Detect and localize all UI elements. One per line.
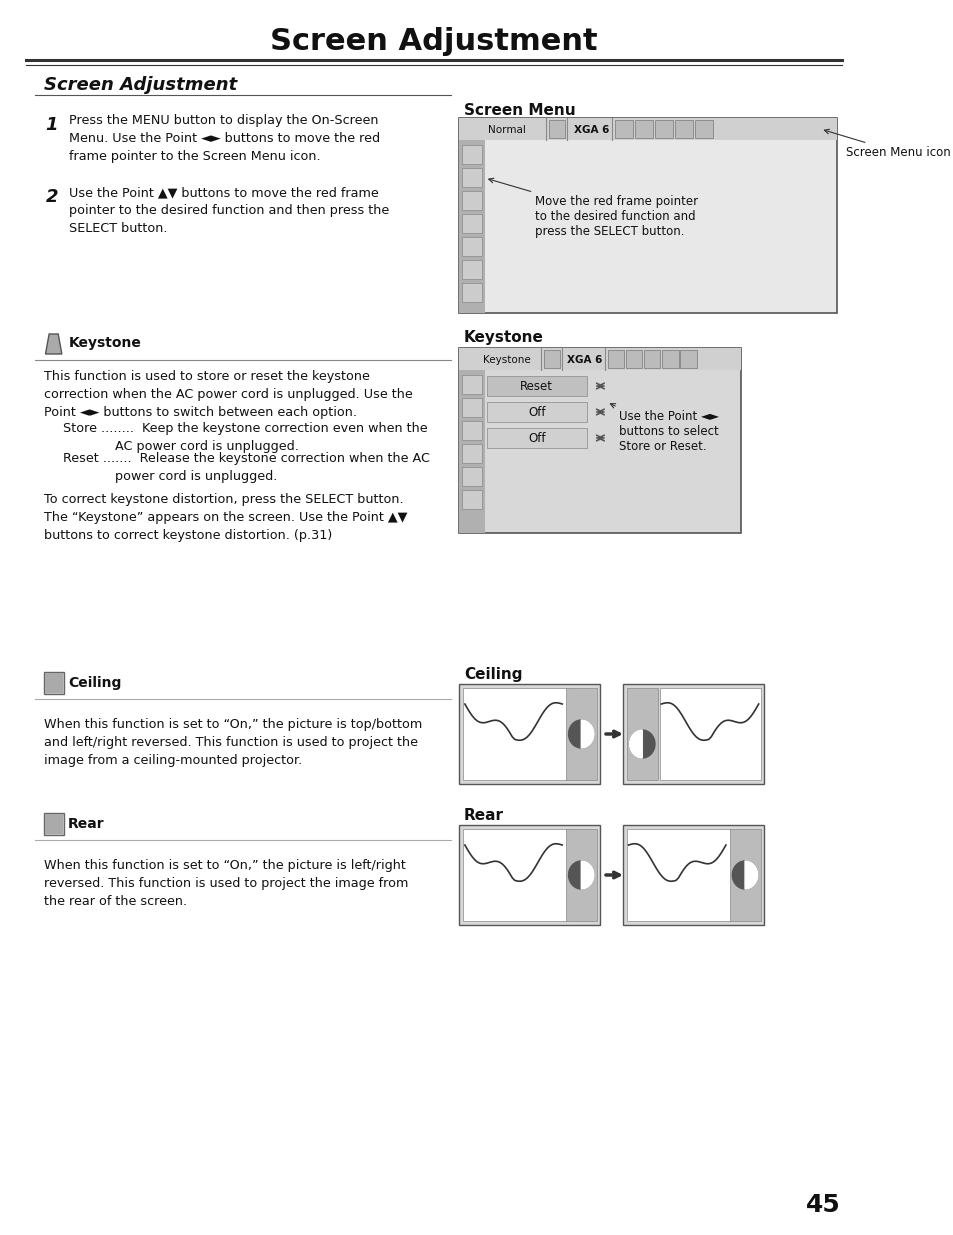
Bar <box>461 261 481 279</box>
Bar <box>459 825 599 925</box>
Bar <box>729 829 760 921</box>
Polygon shape <box>46 333 62 354</box>
Text: Use the Point ▲▼ buttons to move the red frame
pointer to the desired function a: Use the Point ▲▼ buttons to move the red… <box>69 186 389 235</box>
Bar <box>459 119 836 140</box>
Text: This function is used to store or reset the keystone
correction when the AC powe: This function is used to store or reset … <box>44 370 412 419</box>
Bar <box>459 119 836 312</box>
Bar <box>461 421 481 440</box>
Text: Reset: Reset <box>519 379 553 393</box>
Text: Normal: Normal <box>487 125 525 135</box>
Bar <box>45 814 63 834</box>
Bar <box>461 445 481 463</box>
Bar <box>675 120 693 138</box>
Bar <box>459 370 484 534</box>
Bar <box>45 673 63 693</box>
Bar <box>625 350 641 368</box>
Bar <box>622 825 763 925</box>
Circle shape <box>568 861 594 889</box>
Text: Store ........  Keep the keystone correction even when the
               AC pow: Store ........ Keep the keystone correct… <box>54 422 427 453</box>
Bar <box>461 168 481 186</box>
Bar <box>461 237 481 256</box>
Wedge shape <box>744 861 757 889</box>
Text: Screen Menu: Screen Menu <box>463 103 575 119</box>
Text: XGA 6: XGA 6 <box>567 354 602 366</box>
Wedge shape <box>629 730 641 758</box>
Text: Ceiling: Ceiling <box>69 676 121 690</box>
Bar <box>661 350 678 368</box>
Bar <box>643 350 659 368</box>
Bar <box>543 350 559 368</box>
Text: Keystone: Keystone <box>69 336 142 350</box>
Circle shape <box>568 720 594 748</box>
Bar <box>626 688 657 781</box>
Bar <box>461 490 481 509</box>
Bar <box>695 120 713 138</box>
Text: Rear: Rear <box>463 808 503 823</box>
Bar <box>565 829 597 921</box>
Bar <box>615 120 633 138</box>
Bar <box>462 829 567 921</box>
Bar <box>461 375 481 394</box>
Text: Off: Off <box>527 431 545 445</box>
Text: 45: 45 <box>805 1193 840 1216</box>
Circle shape <box>732 861 757 889</box>
Text: Keystone: Keystone <box>482 354 530 366</box>
Text: 1: 1 <box>46 116 58 135</box>
Bar <box>44 672 64 694</box>
Bar <box>565 688 597 781</box>
Text: Rear: Rear <box>69 818 105 831</box>
Bar <box>659 688 760 781</box>
Bar <box>462 688 567 781</box>
Bar <box>459 348 740 534</box>
Bar <box>461 214 481 233</box>
Text: Screen Adjustment: Screen Adjustment <box>270 27 598 57</box>
Bar <box>461 144 481 164</box>
Bar <box>461 191 481 210</box>
Bar <box>486 403 586 422</box>
Bar <box>635 120 653 138</box>
Text: Reset .......  Release the keystone correction when the AC
               power : Reset ....... Release the keystone corre… <box>54 452 429 483</box>
Text: Use the Point ◄►
buttons to select
Store or Reset.: Use the Point ◄► buttons to select Store… <box>610 404 718 453</box>
Text: 2: 2 <box>46 188 58 206</box>
Text: Move the red frame pointer
to the desired function and
press the SELECT button.: Move the red frame pointer to the desire… <box>488 178 698 238</box>
Bar <box>44 813 64 835</box>
Bar <box>626 829 731 921</box>
Bar <box>459 348 740 370</box>
Bar <box>679 350 696 368</box>
Bar <box>548 120 564 138</box>
Text: Keystone: Keystone <box>463 330 543 345</box>
Bar <box>655 120 673 138</box>
Text: Screen Adjustment: Screen Adjustment <box>44 77 236 94</box>
Wedge shape <box>580 861 594 889</box>
Bar <box>461 283 481 303</box>
Bar <box>461 398 481 417</box>
Bar <box>622 684 763 784</box>
Text: Off: Off <box>527 405 545 419</box>
Bar <box>459 140 484 312</box>
Text: Ceiling: Ceiling <box>463 667 522 682</box>
Bar <box>486 429 586 448</box>
Text: When this function is set to “On,” the picture is left/right
reversed. This func: When this function is set to “On,” the p… <box>44 860 408 908</box>
Wedge shape <box>580 720 594 748</box>
Text: Screen Menu icon: Screen Menu icon <box>823 130 950 159</box>
Bar <box>461 467 481 487</box>
Text: XGA 6: XGA 6 <box>573 125 608 135</box>
Circle shape <box>629 730 655 758</box>
Text: When this function is set to “On,” the picture is top/bottom
and left/right reve: When this function is set to “On,” the p… <box>44 718 421 767</box>
Bar <box>459 684 599 784</box>
Bar <box>486 375 586 396</box>
Text: Press the MENU button to display the On-Screen
Menu. Use the Point ◄► buttons to: Press the MENU button to display the On-… <box>69 114 380 163</box>
Text: To correct keystone distortion, press the SELECT button.
The “Keystone” appears : To correct keystone distortion, press th… <box>44 493 407 542</box>
Bar <box>607 350 623 368</box>
